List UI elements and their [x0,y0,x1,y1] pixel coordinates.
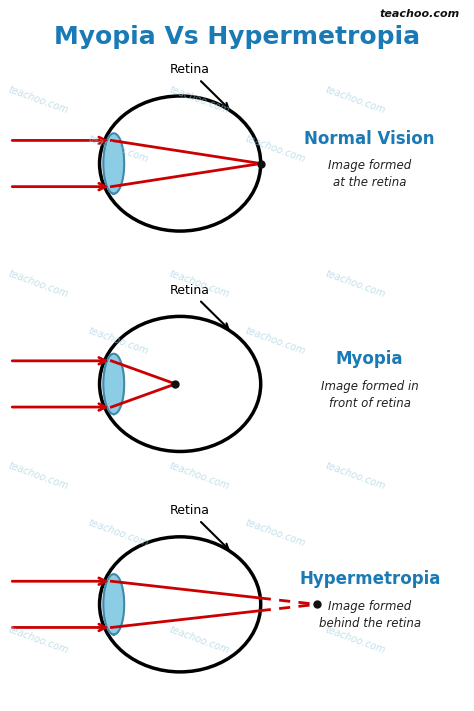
Text: teachoo.com: teachoo.com [244,518,306,549]
Text: teachoo.com: teachoo.com [324,84,387,115]
Text: Retina: Retina [170,504,228,549]
Text: teachoo.com: teachoo.com [244,134,306,165]
Text: teachoo.com: teachoo.com [168,269,230,300]
Text: teachoo.com: teachoo.com [168,624,230,656]
Text: Retina: Retina [170,284,228,328]
Text: Retina: Retina [170,63,228,108]
Polygon shape [103,574,124,634]
Text: teachoo.com: teachoo.com [7,461,69,492]
Polygon shape [103,133,124,193]
Text: Image formed in
front of retina: Image formed in front of retina [321,380,419,410]
Polygon shape [103,353,124,414]
Text: teachoo.com: teachoo.com [324,269,387,300]
Text: teachoo.com: teachoo.com [7,84,69,115]
Text: Normal Vision: Normal Vision [304,129,435,148]
Text: teachoo.com: teachoo.com [244,326,306,357]
Text: teachoo.com: teachoo.com [324,461,387,492]
Text: teachoo.com: teachoo.com [168,461,230,492]
Text: teachoo.com: teachoo.com [7,624,69,656]
Text: Hypermetropia: Hypermetropia [299,570,440,589]
Text: teachoo.com: teachoo.com [168,84,230,115]
Text: teachoo.com: teachoo.com [380,9,460,19]
Text: teachoo.com: teachoo.com [324,624,387,656]
Text: teachoo.com: teachoo.com [87,518,150,549]
Text: teachoo.com: teachoo.com [87,326,150,357]
Text: Image formed
behind the retina: Image formed behind the retina [319,600,421,630]
Text: Myopia Vs Hypermetropia: Myopia Vs Hypermetropia [54,25,420,49]
Text: teachoo.com: teachoo.com [87,134,150,165]
Text: Myopia: Myopia [336,350,403,368]
Text: Image formed
at the retina: Image formed at the retina [328,159,411,189]
Text: teachoo.com: teachoo.com [7,269,69,300]
